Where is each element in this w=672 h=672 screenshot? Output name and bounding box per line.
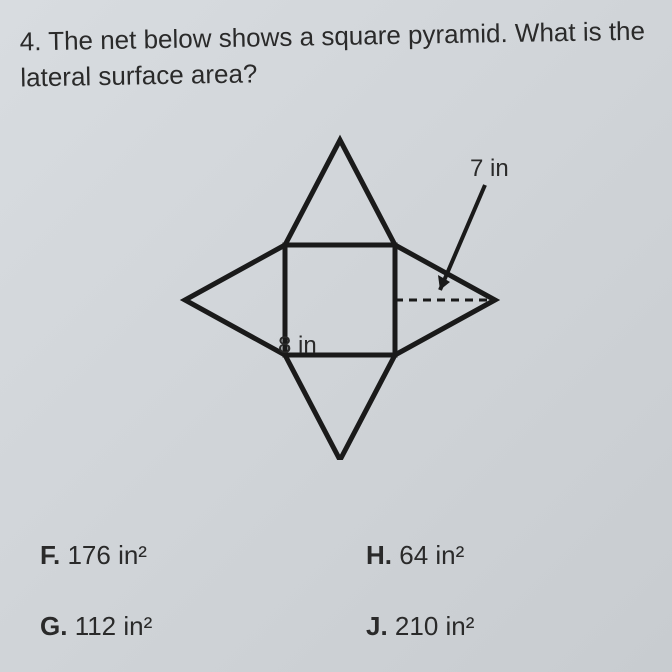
- option-j-value: 210 in²: [395, 611, 475, 641]
- question-text: 4. The net below shows a square pyramid.…: [19, 12, 652, 96]
- option-f-letter: F.: [40, 540, 60, 570]
- option-f-value: 176 in²: [67, 540, 147, 570]
- top-triangle: [285, 140, 395, 245]
- option-h-value: 64 in²: [399, 540, 464, 570]
- option-j-letter: J.: [366, 611, 388, 641]
- bottom-triangle: [285, 355, 395, 460]
- answer-options: F. 176 in² H. 64 in² G. 112 in² J. 210 i…: [40, 540, 632, 642]
- option-g-value: 112 in²: [75, 611, 153, 641]
- option-h-letter: H.: [366, 540, 392, 570]
- question-body: The net below shows a square pyramid. Wh…: [20, 16, 645, 93]
- label-slant-height: 7 in: [470, 155, 509, 183]
- option-f: F. 176 in²: [40, 540, 306, 571]
- arrow-line: [440, 185, 485, 290]
- left-triangle: [185, 245, 285, 355]
- option-h: H. 64 in²: [366, 540, 632, 571]
- option-g-letter: G.: [40, 611, 67, 641]
- label-base-side: 8 in: [278, 332, 317, 360]
- option-j: J. 210 in²: [366, 611, 632, 642]
- option-g: G. 112 in²: [40, 611, 306, 642]
- question-number: 4.: [19, 26, 41, 56]
